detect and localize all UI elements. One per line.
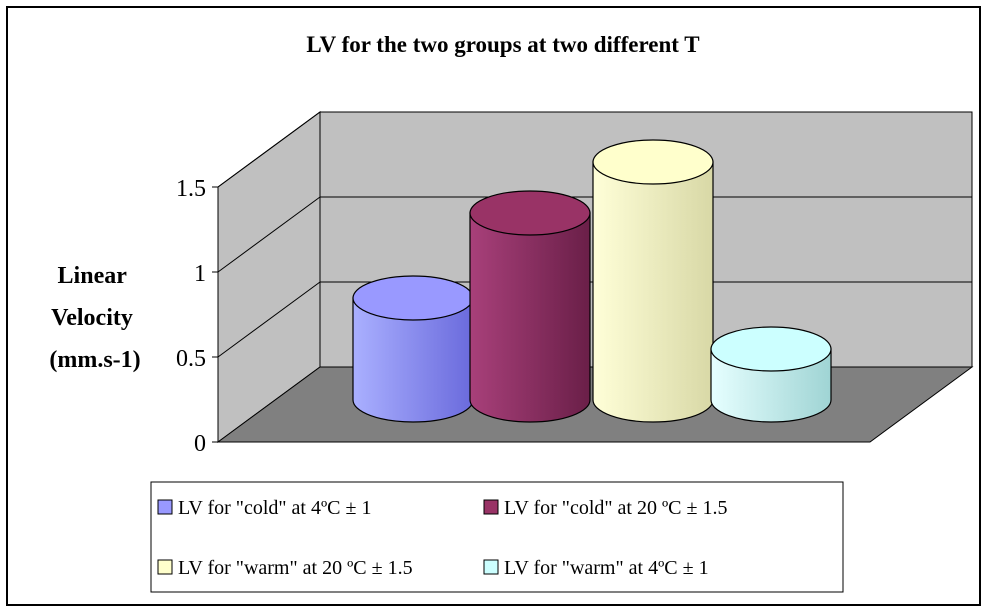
cylinder-body <box>469 212 591 423</box>
y-tick-label: 0.5 <box>176 346 206 372</box>
cylinder-bar <box>710 326 832 423</box>
cylinder-bar <box>352 275 474 423</box>
cylinder-body <box>592 161 714 423</box>
cylinder-bar <box>592 139 714 423</box>
cylinder-top <box>592 139 714 185</box>
legend-swatch <box>157 499 173 515</box>
y-tick-label: 0 <box>194 431 206 457</box>
legend-swatch <box>483 559 499 575</box>
legend-swatch <box>157 559 173 575</box>
gridline-side <box>217 281 321 358</box>
legend-label: LV for "cold" at 4ºC ± 1 <box>178 497 372 519</box>
legend-label: LV for "cold" at 20 ºC ± 1.5 <box>504 497 728 519</box>
y-axis-label: Linear Velocity (mm.s-1) <box>49 263 140 373</box>
y-label-line-2: Velocity <box>51 305 133 331</box>
legend: LV for "cold" at 4ºC ± 1 LV for "cold" at… <box>157 497 728 579</box>
gridline-side <box>217 111 321 188</box>
cylinder-top <box>710 326 832 372</box>
cylinders <box>352 139 832 423</box>
cylinder-bar <box>469 190 591 423</box>
legend-label: LV for "warm" at 4ºC ± 1 <box>504 557 709 579</box>
y-label-line-1: Linear <box>58 263 128 289</box>
cylinder-top <box>352 275 474 321</box>
gridline-side <box>217 196 321 273</box>
y-tick-label: 1 <box>194 261 206 287</box>
y-label-line-3: (mm.s-1) <box>49 347 140 373</box>
legend-swatch <box>483 499 499 515</box>
y-tick-label: 1.5 <box>176 176 206 202</box>
legend-label: LV for "warm" at 20 ºC ± 1.5 <box>178 557 413 579</box>
cylinder-top <box>469 190 591 236</box>
cylinder-body <box>352 297 474 423</box>
chart-title: LV for the two groups at two different T <box>306 32 699 57</box>
y-axis-ticks: 0 0.5 1 1.5 <box>176 176 218 457</box>
